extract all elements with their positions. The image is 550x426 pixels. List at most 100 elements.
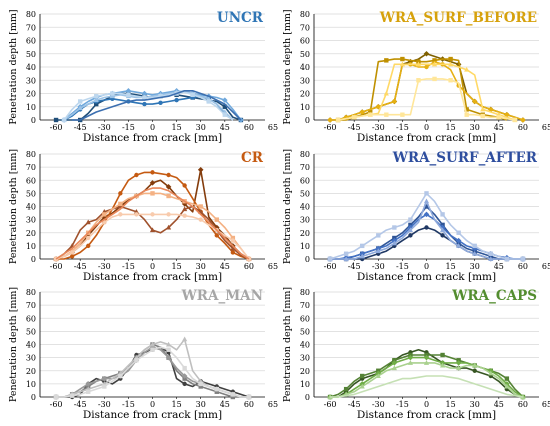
data-point-4-10 xyxy=(142,95,147,100)
data-point-4-8 xyxy=(392,225,397,230)
data-point-3-12 xyxy=(150,191,155,196)
ytick-label-8: 80 xyxy=(26,288,36,297)
xtick-label-5: 15 xyxy=(446,123,456,132)
data-point-3-10 xyxy=(407,227,414,233)
data-point-1-4 xyxy=(360,373,365,379)
data-point-1-12 xyxy=(424,204,429,209)
data-point-2-20 xyxy=(488,107,493,112)
data-point-2-4 xyxy=(85,381,92,387)
data-point-1-8 xyxy=(118,191,123,196)
xtick-label-6: 30 xyxy=(470,400,480,409)
data-point-2-16 xyxy=(181,373,188,379)
y-axis-label: Penetration depth [mm] xyxy=(8,9,19,124)
ytick-label-1: 10 xyxy=(300,380,310,389)
xtick-label-3: -15 xyxy=(396,400,409,409)
data-point-1-10 xyxy=(142,101,147,107)
series-line-4 xyxy=(330,375,524,398)
data-point-4-0 xyxy=(327,256,333,262)
data-point-2-14 xyxy=(165,224,172,230)
data-point-1-14 xyxy=(166,172,171,178)
panel-4: 0 10 20 30 40 50 60 70 80 -60 -45 -30 -15 0 15 30 45 60 65… xyxy=(8,287,278,421)
xtick-label-end: 65 xyxy=(268,123,278,132)
data-point-1-16 xyxy=(464,107,469,112)
data-point-3-8 xyxy=(399,61,405,67)
series-line-2 xyxy=(330,60,524,121)
data-point-1-10 xyxy=(134,172,139,178)
data-point-4-20 xyxy=(496,115,502,120)
data-point-3-2 xyxy=(77,105,83,111)
xtick-label-3: -15 xyxy=(122,123,135,132)
ytick-label-4: 40 xyxy=(300,203,310,212)
xtick-label-0: -60 xyxy=(50,262,63,271)
data-point-1-2 xyxy=(343,386,349,392)
x-axis-label: Distance from crack [mm] xyxy=(357,132,496,144)
data-point-3-8 xyxy=(391,240,397,246)
data-point-0-16 xyxy=(182,381,187,387)
data-point-3-18 xyxy=(472,362,478,368)
data-point-3-6 xyxy=(375,248,381,254)
data-point-1-14 xyxy=(448,56,453,62)
data-point-3-10 xyxy=(407,360,414,365)
y-axis-label: Penetration depth [mm] xyxy=(8,287,19,402)
data-point-3-6 xyxy=(102,212,107,217)
series-2 xyxy=(327,211,526,262)
xtick-label-end: 65 xyxy=(268,262,278,271)
data-point-1-22 xyxy=(230,250,236,255)
series-line-4 xyxy=(337,78,516,121)
xtick-label-end: 65 xyxy=(542,123,550,132)
series-5 xyxy=(55,187,250,260)
data-point-4-6 xyxy=(376,233,381,238)
data-point-1-20 xyxy=(214,233,219,238)
ytick-label-0: 0 xyxy=(305,393,310,402)
xtick-label-4: 0 xyxy=(150,262,155,271)
ytick-label-8: 80 xyxy=(26,10,36,19)
series-5 xyxy=(72,90,242,121)
xtick-label-end: 65 xyxy=(542,262,550,271)
data-point-0-18 xyxy=(197,166,204,173)
data-point-4-12 xyxy=(150,347,155,352)
data-point-4-6 xyxy=(110,91,115,96)
data-point-3-12 xyxy=(149,341,156,347)
data-point-4-18 xyxy=(472,243,477,249)
data-point-0-12 xyxy=(423,50,430,57)
ytick-label-5: 50 xyxy=(300,50,310,59)
xtick-label-1: -45 xyxy=(348,262,361,271)
data-point-4-12 xyxy=(424,191,429,196)
ytick-label-2: 20 xyxy=(300,367,310,376)
ytick-label-6: 60 xyxy=(26,37,36,46)
data-point-4-24 xyxy=(246,394,252,400)
ytick-label-6: 60 xyxy=(300,37,310,46)
data-point-4-12 xyxy=(432,76,437,82)
ytick-label-0: 0 xyxy=(31,255,36,264)
ytick-label-1: 10 xyxy=(26,242,36,251)
data-point-3-18 xyxy=(472,250,478,256)
data-point-2-12 xyxy=(423,354,430,361)
series-line-3 xyxy=(330,200,523,260)
xtick-label-6: 30 xyxy=(196,262,206,271)
data-point-2-8 xyxy=(125,88,132,94)
data-point-4-4 xyxy=(86,389,91,394)
data-point-4-22 xyxy=(512,117,518,123)
data-point-3-4 xyxy=(93,97,99,103)
xtick-label-5: 15 xyxy=(446,262,456,271)
data-point-0-10 xyxy=(408,233,413,238)
xtick-label-1: -45 xyxy=(348,400,361,409)
series-4 xyxy=(53,346,252,400)
data-point-4-8 xyxy=(400,112,405,117)
ytick-label-7: 70 xyxy=(300,301,310,310)
ytick-label-2: 20 xyxy=(26,229,36,238)
data-point-4-10 xyxy=(416,78,421,83)
data-point-3-6 xyxy=(109,93,115,99)
y-axis-label: Penetration depth [mm] xyxy=(8,149,19,264)
ytick-label-3: 30 xyxy=(26,216,36,225)
ytick-label-8: 80 xyxy=(300,10,310,19)
data-point-4-8 xyxy=(126,92,131,98)
data-point-0-18 xyxy=(472,368,477,373)
panel-title: WRA_MAN xyxy=(181,288,263,304)
x-axis-label: Distance from crack [mm] xyxy=(83,132,222,144)
data-point-4-18 xyxy=(198,217,203,222)
data-point-2-10 xyxy=(407,354,414,361)
data-point-1-4 xyxy=(86,243,91,249)
